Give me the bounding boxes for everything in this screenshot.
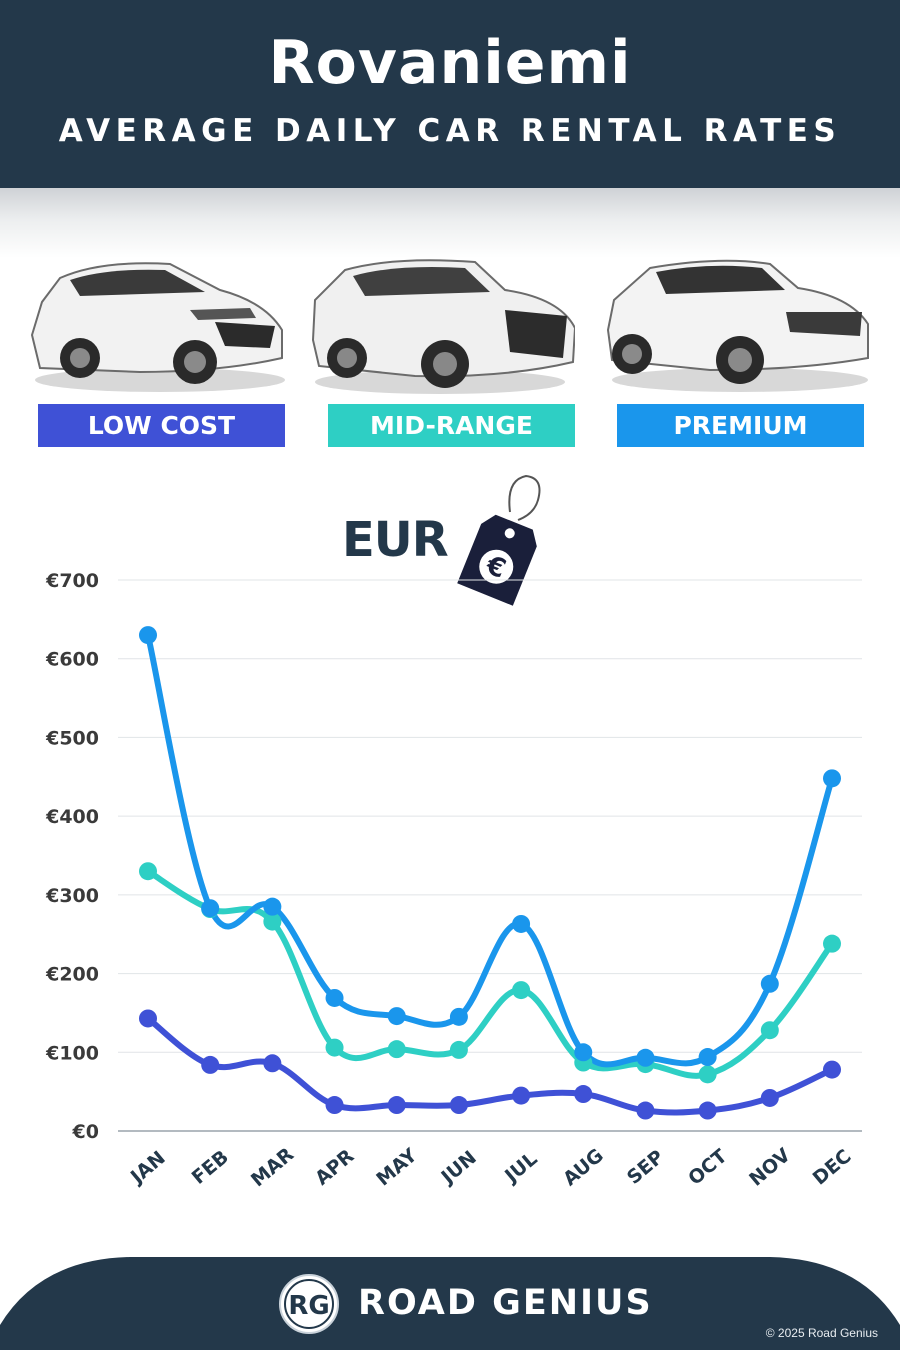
legend-low-cost: LOW COST bbox=[38, 404, 285, 447]
data-point bbox=[636, 1101, 655, 1120]
legend-premium: PREMIUM bbox=[617, 404, 864, 447]
rental-rates-line-chart: €0 €100 €200 €300 €400 €500 €600 €700 JAN FEB MAR… bbox=[45, 570, 862, 1191]
data-point bbox=[387, 1040, 406, 1059]
x-tick-label: JAN bbox=[125, 1147, 170, 1189]
data-point bbox=[263, 897, 282, 916]
data-point bbox=[698, 1101, 717, 1120]
data-point bbox=[449, 1007, 468, 1026]
data-point bbox=[201, 1055, 220, 1074]
x-tick-label: JUL bbox=[499, 1148, 541, 1188]
x-tick-label: APR bbox=[311, 1145, 359, 1190]
hatchback-car-image bbox=[20, 240, 290, 400]
data-point bbox=[512, 914, 531, 933]
x-tick-label: SEP bbox=[623, 1146, 668, 1189]
x-tick-label: MAY bbox=[372, 1144, 421, 1190]
currency-label: EUR bbox=[342, 512, 449, 568]
data-point bbox=[139, 626, 157, 645]
x-tick-label: MAR bbox=[247, 1143, 298, 1191]
data-point bbox=[636, 1048, 655, 1067]
y-tick-label: €700 bbox=[45, 570, 99, 592]
y-tick-label: €100 bbox=[45, 1042, 99, 1064]
data-point bbox=[698, 1048, 717, 1067]
copyright-text: © 2025 Road Genius bbox=[765, 1326, 878, 1340]
data-point bbox=[387, 1096, 406, 1115]
data-point bbox=[574, 1043, 593, 1062]
x-tick-label: JUN bbox=[436, 1147, 481, 1190]
y-tick-label: €400 bbox=[45, 806, 99, 828]
series-line-premium bbox=[145, 632, 835, 1068]
data-point bbox=[823, 1060, 841, 1079]
data-point bbox=[823, 934, 841, 953]
page-subtitle: AVERAGE DAILY CAR RENTAL RATES bbox=[58, 113, 842, 149]
x-tick-label: FEB bbox=[188, 1146, 233, 1189]
euro-price-tag-icon: € bbox=[448, 470, 558, 610]
premium-suv-image bbox=[600, 240, 870, 400]
data-point bbox=[263, 912, 282, 931]
y-tick-label: €600 bbox=[45, 649, 99, 671]
data-point bbox=[201, 899, 220, 918]
y-tick-label: €500 bbox=[45, 727, 99, 749]
data-point bbox=[698, 1065, 717, 1084]
x-tick-label: AUG bbox=[559, 1144, 608, 1190]
data-point bbox=[823, 769, 841, 788]
data-point bbox=[574, 1085, 593, 1104]
y-tick-label: €0 bbox=[72, 1121, 99, 1143]
x-tick-label: OCT bbox=[684, 1145, 731, 1190]
data-point bbox=[325, 1096, 344, 1115]
x-tick-label: NOV bbox=[745, 1144, 795, 1191]
data-point bbox=[760, 1088, 779, 1107]
data-point bbox=[760, 1021, 779, 1040]
data-point bbox=[512, 981, 531, 1000]
header-banner: Rovaniemi AVERAGE DAILY CAR RENTAL RATES bbox=[0, 0, 900, 188]
data-point bbox=[139, 1009, 157, 1028]
data-point bbox=[139, 862, 157, 881]
data-point bbox=[263, 1054, 282, 1073]
page-title: Rovaniemi bbox=[268, 28, 632, 98]
data-point bbox=[449, 1096, 468, 1115]
x-tick-label: DEC bbox=[809, 1145, 856, 1189]
logo-text: RG bbox=[288, 1291, 329, 1321]
y-tick-label: €200 bbox=[45, 964, 99, 986]
data-point bbox=[512, 1086, 531, 1105]
y-tick-label: €300 bbox=[45, 885, 99, 907]
data-point bbox=[760, 974, 779, 993]
data-point bbox=[387, 1007, 406, 1026]
footer-band bbox=[0, 1255, 900, 1350]
data-point bbox=[325, 1038, 344, 1057]
suv-car-image bbox=[305, 240, 577, 400]
data-point bbox=[449, 1040, 468, 1059]
legend-mid-range: MID-RANGE bbox=[328, 404, 575, 447]
brand-name: ROAD GENIUS bbox=[358, 1283, 653, 1323]
road-genius-logo-icon: RG bbox=[273, 1272, 345, 1336]
header-shadow bbox=[0, 188, 900, 258]
data-point bbox=[325, 988, 344, 1007]
